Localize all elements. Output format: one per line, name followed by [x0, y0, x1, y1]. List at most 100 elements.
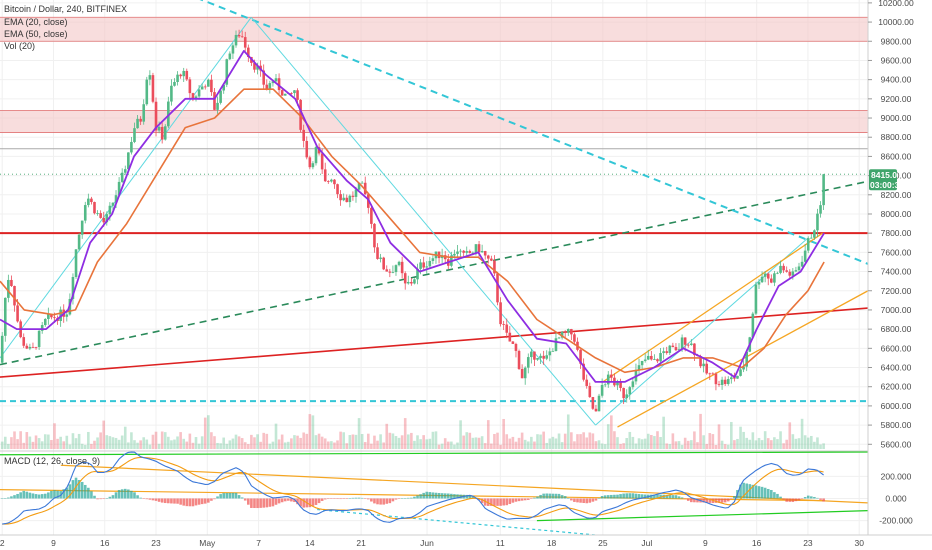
candle-bear — [191, 93, 195, 99]
legend-volume[interactable]: Vol (20) — [4, 41, 35, 51]
volume-bar — [157, 443, 161, 449]
volume-bar — [443, 438, 447, 449]
time-tick-label: 23 — [803, 538, 813, 548]
volume-bar — [37, 438, 41, 449]
candle-bull — [65, 314, 69, 317]
legend-macd[interactable]: MACD (12, 26, close, 9) — [4, 456, 100, 466]
candle-bull — [600, 385, 604, 396]
price-tick-label: 10200.00 — [878, 0, 914, 8]
macd-histogram-bar — [62, 489, 66, 499]
macd-histogram-bar — [597, 498, 601, 499]
macd-histogram-bar — [708, 498, 712, 503]
candle-bear — [25, 345, 29, 349]
macd-histogram-bar — [182, 498, 186, 506]
volume-bar — [723, 444, 727, 449]
candle-bull — [810, 237, 813, 239]
macd-histogram-bar — [453, 494, 456, 499]
candle-bull — [77, 234, 81, 250]
price-tick-label: 9400.00 — [881, 75, 912, 85]
volume-bar — [290, 438, 293, 449]
candle-bear — [693, 343, 696, 356]
candle-bull — [391, 272, 395, 273]
candle-bull — [348, 195, 352, 203]
volume-bar — [363, 442, 367, 449]
macd-histogram-bar — [34, 494, 38, 499]
macd-histogram-bar — [791, 498, 795, 502]
candle-bull — [342, 197, 345, 201]
volume-bar — [508, 438, 512, 449]
resistance-zone — [0, 110, 868, 133]
time-tick-label: 9 — [51, 538, 56, 548]
volume-bar — [610, 415, 613, 449]
macd-histogram-bar — [551, 493, 555, 499]
trendline — [250, 16, 596, 426]
candle-bull — [456, 251, 459, 254]
macd-histogram-bar — [637, 494, 641, 499]
volume-bar — [403, 418, 407, 449]
volume-bar — [486, 420, 490, 449]
candle-bull — [680, 337, 684, 350]
macd-tick-label: -200.000 — [879, 516, 913, 526]
macd-tick-label: 200.000 — [881, 471, 912, 481]
candle-bear — [373, 223, 376, 248]
candle-bull — [530, 351, 533, 358]
candle-bull — [354, 189, 358, 197]
volume-bar — [268, 443, 272, 449]
chart-legend: Bitcoin / Dollar, 240, BITFINEX EMA (20,… — [4, 4, 127, 466]
macd-histogram-bar — [511, 498, 515, 503]
candle-bear — [723, 379, 727, 385]
volume-bar — [440, 443, 444, 449]
volume-bar — [43, 434, 47, 449]
candle-bear — [265, 84, 269, 90]
macd-histogram-bar — [570, 498, 573, 501]
candle-bull — [757, 282, 761, 285]
macd-histogram-bar — [253, 498, 256, 509]
volume-bar — [10, 437, 13, 449]
candle-bear — [385, 269, 389, 272]
time-tick-label: 23 — [151, 538, 161, 548]
macd-histogram-bar — [188, 498, 192, 507]
macd-histogram-bar — [0, 498, 4, 499]
macd-histogram-bar — [250, 498, 253, 508]
candle-bear — [622, 387, 625, 399]
candle-bull — [763, 273, 767, 277]
candle-bull — [779, 265, 782, 273]
macd-histogram-bar — [813, 496, 816, 499]
candle-bull — [730, 377, 733, 380]
candle-bear — [591, 397, 595, 409]
candle-bull — [471, 252, 475, 254]
volume-bar — [111, 437, 115, 449]
macd-histogram-bar — [105, 498, 109, 499]
volume-bar — [425, 439, 429, 449]
legend-ema50[interactable]: EMA (50, close) — [4, 29, 68, 39]
volume-bar — [213, 436, 216, 449]
macd-histogram-bar — [499, 498, 502, 506]
candle-bull — [813, 230, 816, 238]
macd-histogram-bar — [730, 498, 733, 499]
macd-histogram-bar — [157, 498, 161, 502]
volume-bar — [539, 434, 542, 449]
candle-bull — [96, 213, 99, 214]
volume-bar — [167, 436, 170, 449]
candle-bull — [736, 375, 739, 379]
volume-bar — [530, 436, 533, 449]
volume-bar — [145, 439, 149, 449]
legend-ema20[interactable]: EMA (20, close) — [4, 17, 68, 27]
price-tick-label: 6200.00 — [881, 382, 912, 392]
price-tick-label: 7400.00 — [881, 267, 912, 277]
volume-bar — [766, 438, 770, 449]
volume-bar — [130, 432, 133, 449]
macd-histogram-bar — [480, 498, 484, 504]
macd-histogram-bar — [514, 498, 518, 502]
macd-histogram-bar — [50, 490, 53, 499]
macd-histogram-bar — [610, 494, 613, 499]
volume-bar — [247, 444, 250, 449]
macd-histogram-bar — [80, 481, 84, 499]
macd-histogram-bar — [333, 498, 336, 499]
candle-bull — [416, 268, 419, 280]
volume-bar — [462, 435, 465, 449]
volume-bar — [659, 436, 662, 449]
macd-histogram-bar — [606, 495, 610, 499]
macd-histogram-bar — [293, 498, 296, 503]
